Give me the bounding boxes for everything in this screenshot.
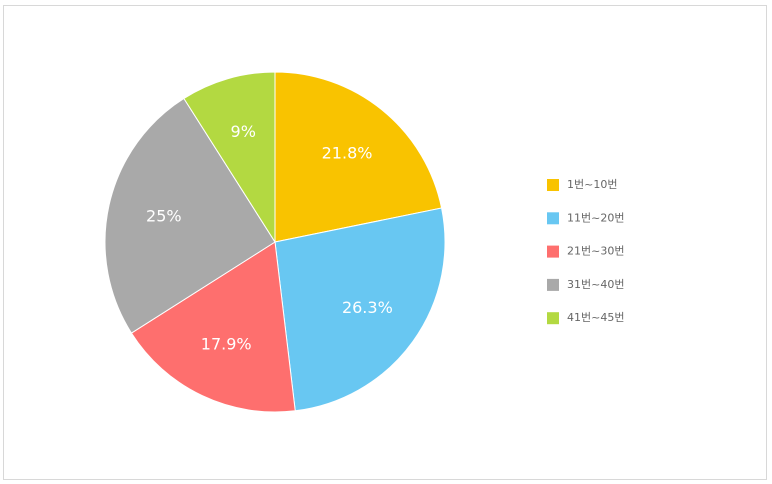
legend-swatch (547, 179, 559, 191)
legend-swatch (547, 278, 559, 291)
pie-slice (183, 71, 276, 244)
pie-slice (104, 97, 276, 334)
slice-label: 9% (231, 122, 256, 141)
slice-label: 26.3% (342, 298, 393, 317)
slice-label: 21.8% (322, 143, 373, 162)
legend-swatch (547, 245, 559, 258)
legend-label: 11번~20번 (567, 211, 624, 224)
legend-swatch (547, 312, 559, 325)
legend-swatch (547, 212, 559, 225)
pie-slice (130, 241, 296, 413)
legend-label: 21번~30번 (567, 245, 624, 258)
slice-label: 17.9% (201, 334, 252, 353)
chart-frame (3, 5, 767, 480)
pie-slice (274, 207, 446, 412)
legend-label: 41번~45번 (567, 311, 624, 324)
legend-label: 31번~40번 (567, 278, 624, 291)
slice-label: 25% (146, 207, 182, 226)
legend-label: 1번~10번 (567, 178, 617, 191)
pie-slice (274, 71, 443, 243)
